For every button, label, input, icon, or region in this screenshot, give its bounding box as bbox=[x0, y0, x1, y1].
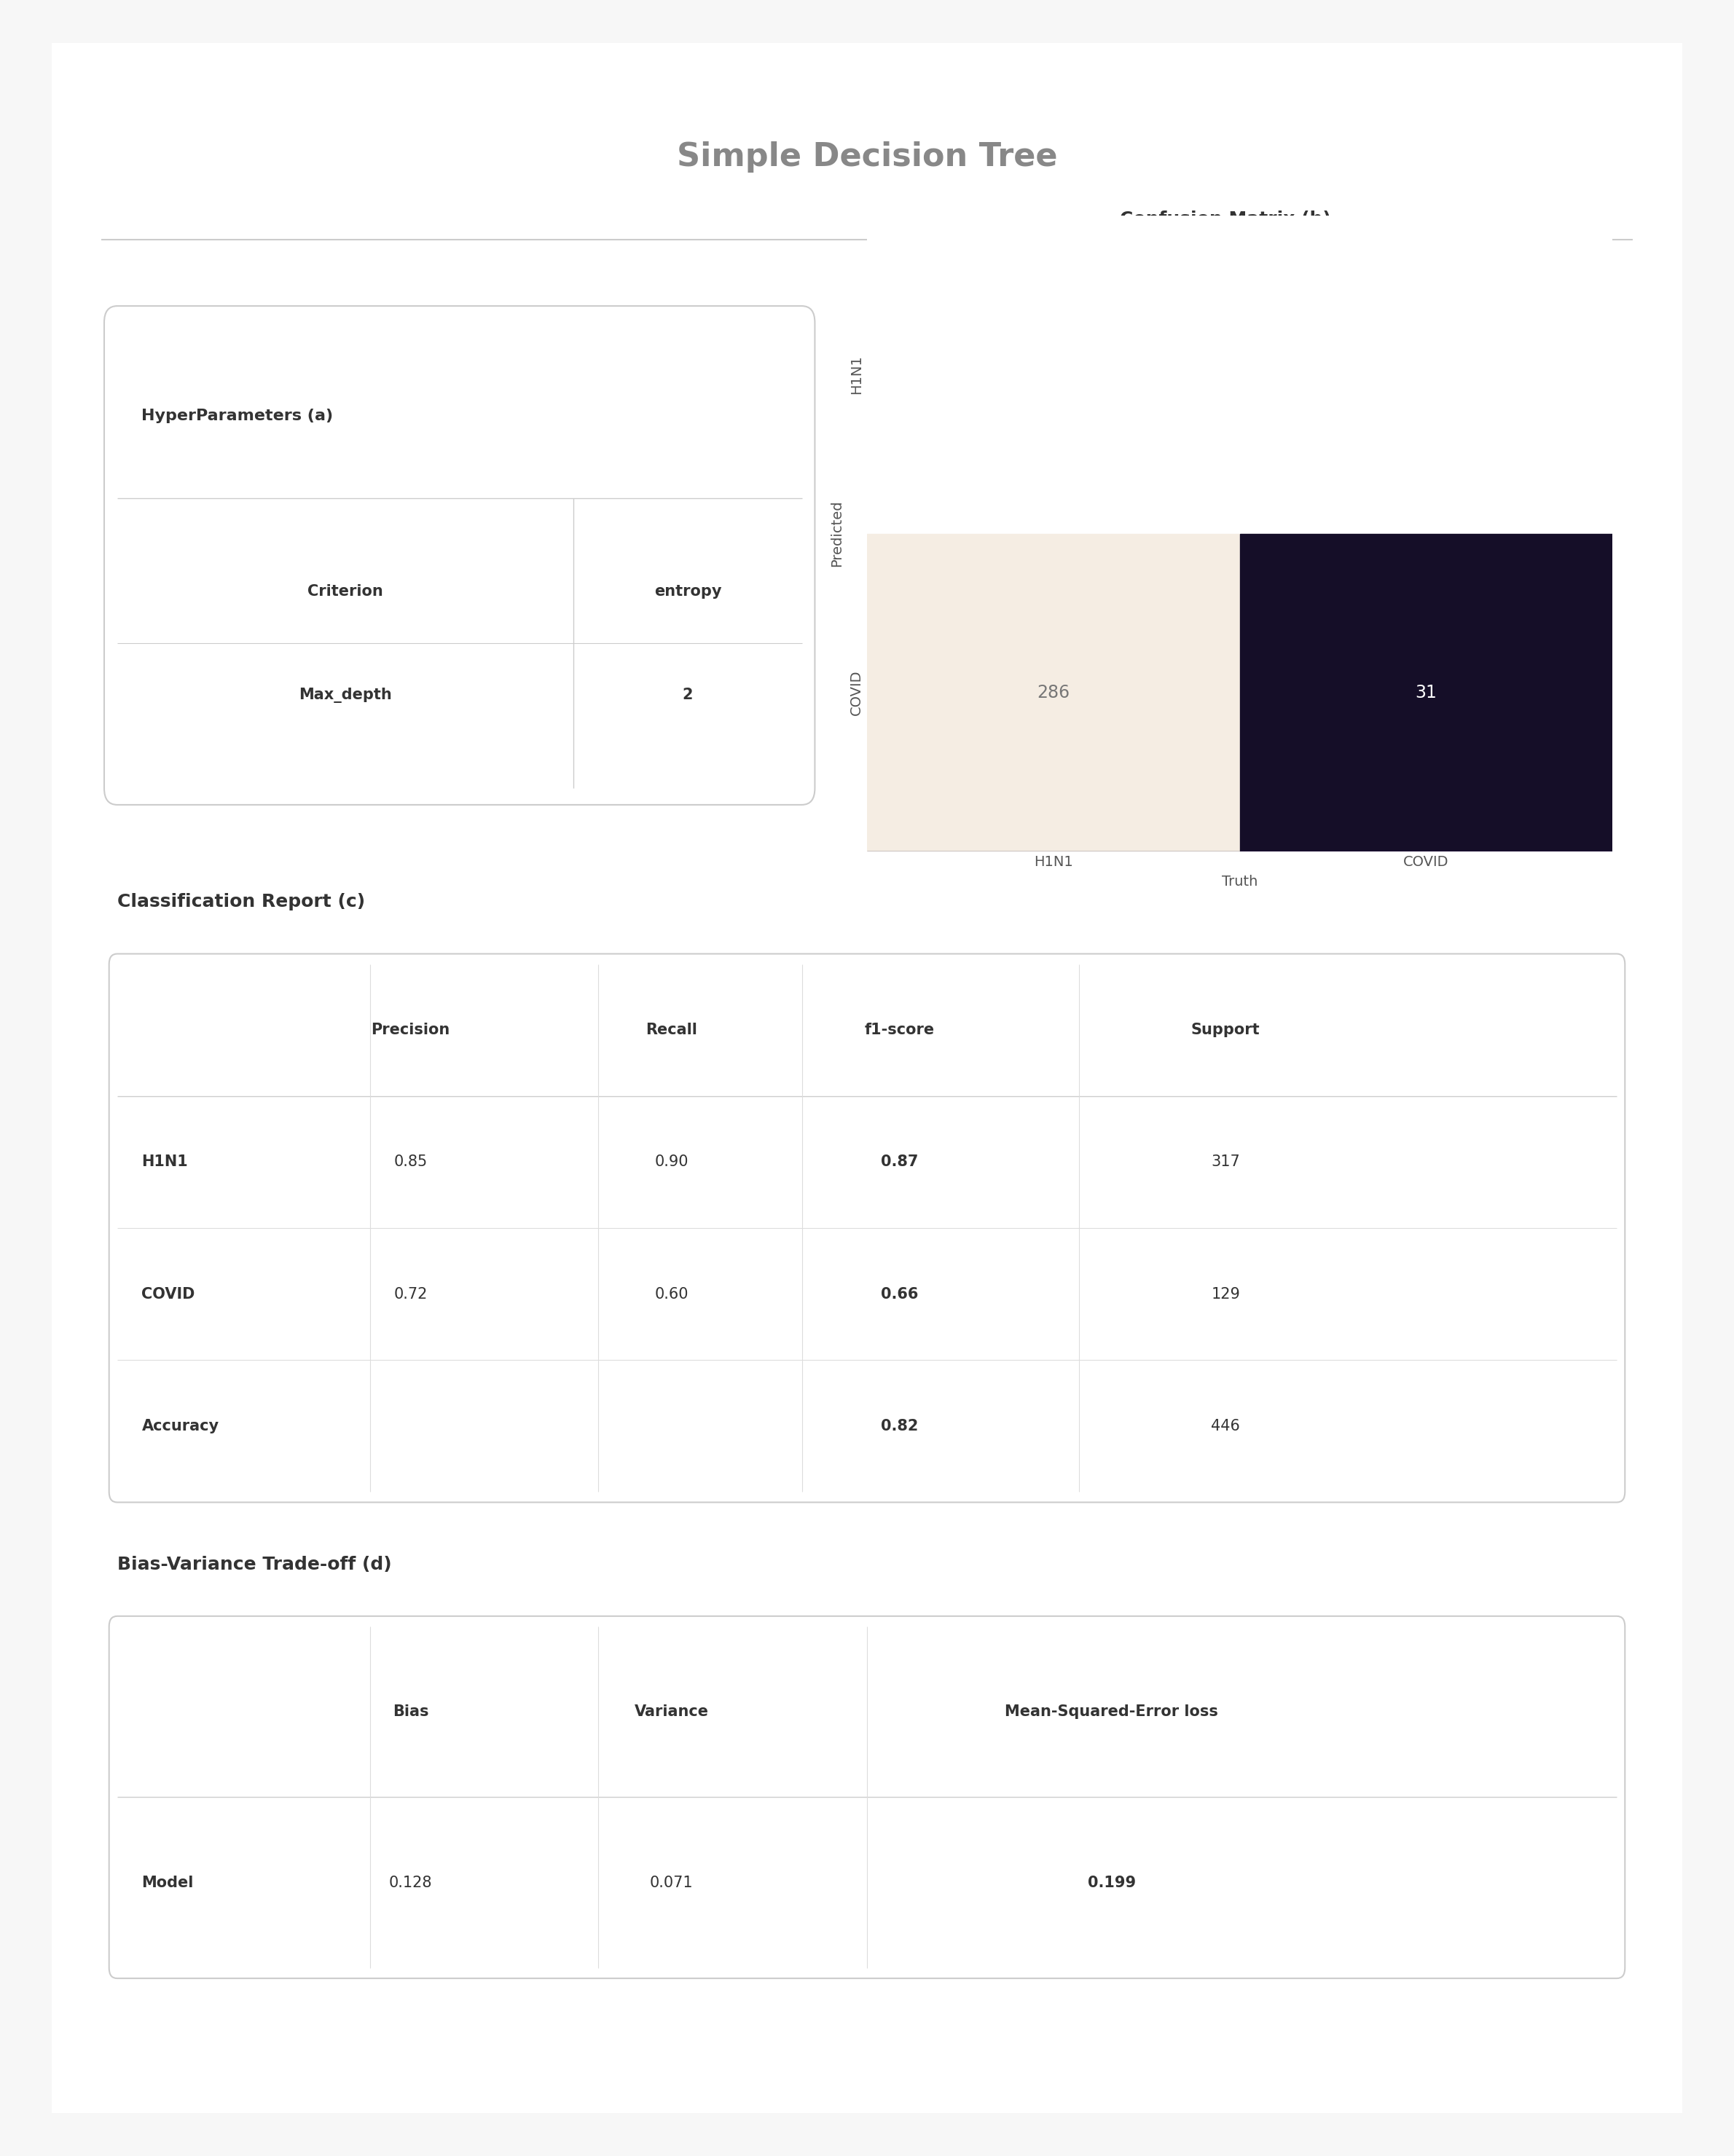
Text: Criterion: Criterion bbox=[307, 584, 383, 599]
Text: H1N1: H1N1 bbox=[142, 1156, 187, 1169]
Text: Mean-Squared-Error loss: Mean-Squared-Error loss bbox=[1004, 1705, 1219, 1718]
Text: Support: Support bbox=[1191, 1022, 1261, 1037]
Text: 286: 286 bbox=[1037, 683, 1070, 701]
Bar bbox=[1240, 535, 1613, 852]
Text: Accuracy: Accuracy bbox=[142, 1419, 218, 1434]
Text: 0.199: 0.199 bbox=[1087, 1876, 1136, 1891]
Text: 0.071: 0.071 bbox=[650, 1876, 694, 1891]
Text: 51: 51 bbox=[1042, 1003, 1065, 1020]
FancyBboxPatch shape bbox=[109, 953, 1625, 1503]
Text: Simple Decision Tree: Simple Decision Tree bbox=[676, 142, 1058, 172]
Text: 317: 317 bbox=[1210, 1156, 1240, 1169]
X-axis label: Truth: Truth bbox=[1222, 875, 1257, 888]
Text: f1-score: f1-score bbox=[865, 1022, 935, 1037]
Text: 0.85: 0.85 bbox=[394, 1156, 428, 1169]
Text: COVID: COVID bbox=[142, 1287, 196, 1302]
FancyBboxPatch shape bbox=[109, 1617, 1625, 1979]
Text: Precision: Precision bbox=[371, 1022, 451, 1037]
Text: Bias-Variance Trade-off (d): Bias-Variance Trade-off (d) bbox=[118, 1557, 392, 1574]
Text: Classification Report (c): Classification Report (c) bbox=[118, 893, 366, 910]
Text: Variance: Variance bbox=[635, 1705, 709, 1718]
FancyBboxPatch shape bbox=[104, 306, 815, 804]
Text: 31: 31 bbox=[1415, 683, 1437, 701]
Bar bbox=[867, 852, 1240, 1169]
Text: 0.82: 0.82 bbox=[881, 1419, 919, 1434]
FancyBboxPatch shape bbox=[28, 13, 1706, 2143]
Text: entropy: entropy bbox=[654, 584, 721, 599]
Text: 0.60: 0.60 bbox=[654, 1287, 688, 1302]
Bar bbox=[1240, 852, 1613, 1169]
Text: Confusion Matrix (b): Confusion Matrix (b) bbox=[1120, 211, 1332, 229]
Text: Recall: Recall bbox=[645, 1022, 697, 1037]
Text: 0.72: 0.72 bbox=[394, 1287, 428, 1302]
Bar bbox=[867, 535, 1240, 852]
Text: 0.128: 0.128 bbox=[388, 1876, 432, 1891]
Text: Model: Model bbox=[142, 1876, 194, 1891]
Text: 0.87: 0.87 bbox=[881, 1156, 919, 1169]
Text: 78: 78 bbox=[1415, 1003, 1437, 1020]
Text: 446: 446 bbox=[1210, 1419, 1240, 1434]
Text: 2: 2 bbox=[683, 688, 694, 703]
Text: 0.90: 0.90 bbox=[654, 1156, 688, 1169]
Text: Max_depth: Max_depth bbox=[298, 688, 392, 703]
Text: Bias: Bias bbox=[392, 1705, 428, 1718]
Text: 129: 129 bbox=[1210, 1287, 1240, 1302]
Text: 0.66: 0.66 bbox=[881, 1287, 919, 1302]
Text: HyperParameters (a): HyperParameters (a) bbox=[142, 407, 333, 423]
Y-axis label: Predicted: Predicted bbox=[829, 500, 843, 567]
